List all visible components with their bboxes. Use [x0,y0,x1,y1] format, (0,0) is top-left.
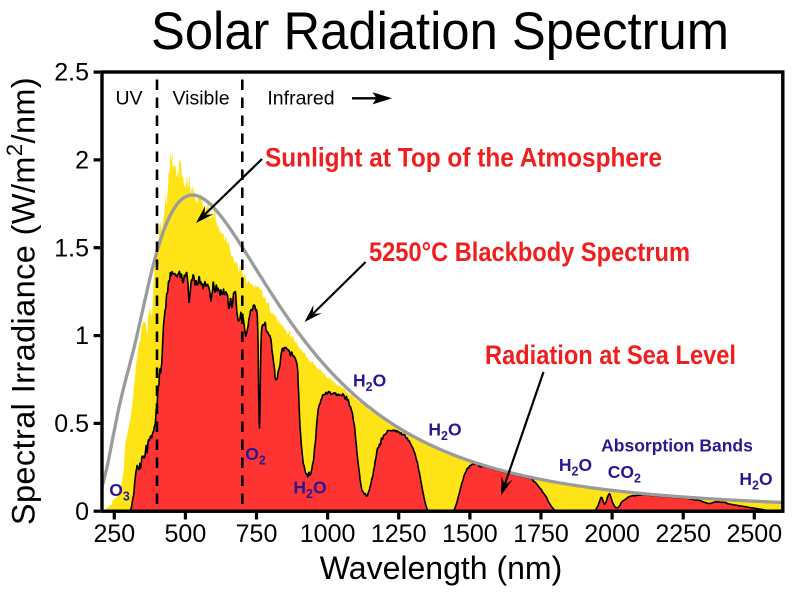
svg-text:Wavelength (nm): Wavelength (nm) [320,550,562,586]
svg-text:H2O: H2O [293,478,326,502]
svg-text:2500: 2500 [726,520,782,548]
svg-text:2: 2 [75,147,89,175]
svg-text:Spectral Irradiance (W/m2/nm): Spectral Irradiance (W/m2/nm) [2,77,42,525]
svg-text:2.5: 2.5 [54,59,89,87]
svg-text:1250: 1250 [371,520,427,548]
svg-text:5250°C Blackbody Spectrum: 5250°C Blackbody Spectrum [369,237,690,267]
svg-text:0: 0 [75,498,89,526]
svg-text:Absorption Bands: Absorption Bands [601,435,753,455]
svg-text:2250: 2250 [655,520,711,548]
svg-text:500: 500 [165,520,207,548]
svg-text:0.5: 0.5 [54,410,89,438]
svg-text:Solar Radiation Spectrum: Solar Radiation Spectrum [151,2,729,61]
svg-text:Sunlight at Top of the Atmosph: Sunlight at Top of the Atmosphere [265,143,662,173]
svg-text:1.5: 1.5 [54,234,89,262]
svg-text:Infrared: Infrared [267,88,334,110]
svg-text:1: 1 [75,322,89,350]
svg-text:H2O: H2O [559,455,592,479]
svg-text:750: 750 [236,520,278,548]
svg-text:1000: 1000 [300,520,356,548]
svg-text:1500: 1500 [442,520,498,548]
svg-text:250: 250 [93,520,135,548]
svg-text:2000: 2000 [584,520,640,548]
svg-text:CO2: CO2 [608,462,641,486]
svg-text:H2O: H2O [739,469,772,493]
svg-text:H2O: H2O [428,420,461,444]
svg-text:1750: 1750 [513,520,569,548]
svg-text:Visible: Visible [172,88,229,110]
svg-text:H2O: H2O [353,370,386,394]
svg-text:UV: UV [115,88,142,110]
svg-text:Radiation at Sea Level: Radiation at Sea Level [485,340,736,370]
